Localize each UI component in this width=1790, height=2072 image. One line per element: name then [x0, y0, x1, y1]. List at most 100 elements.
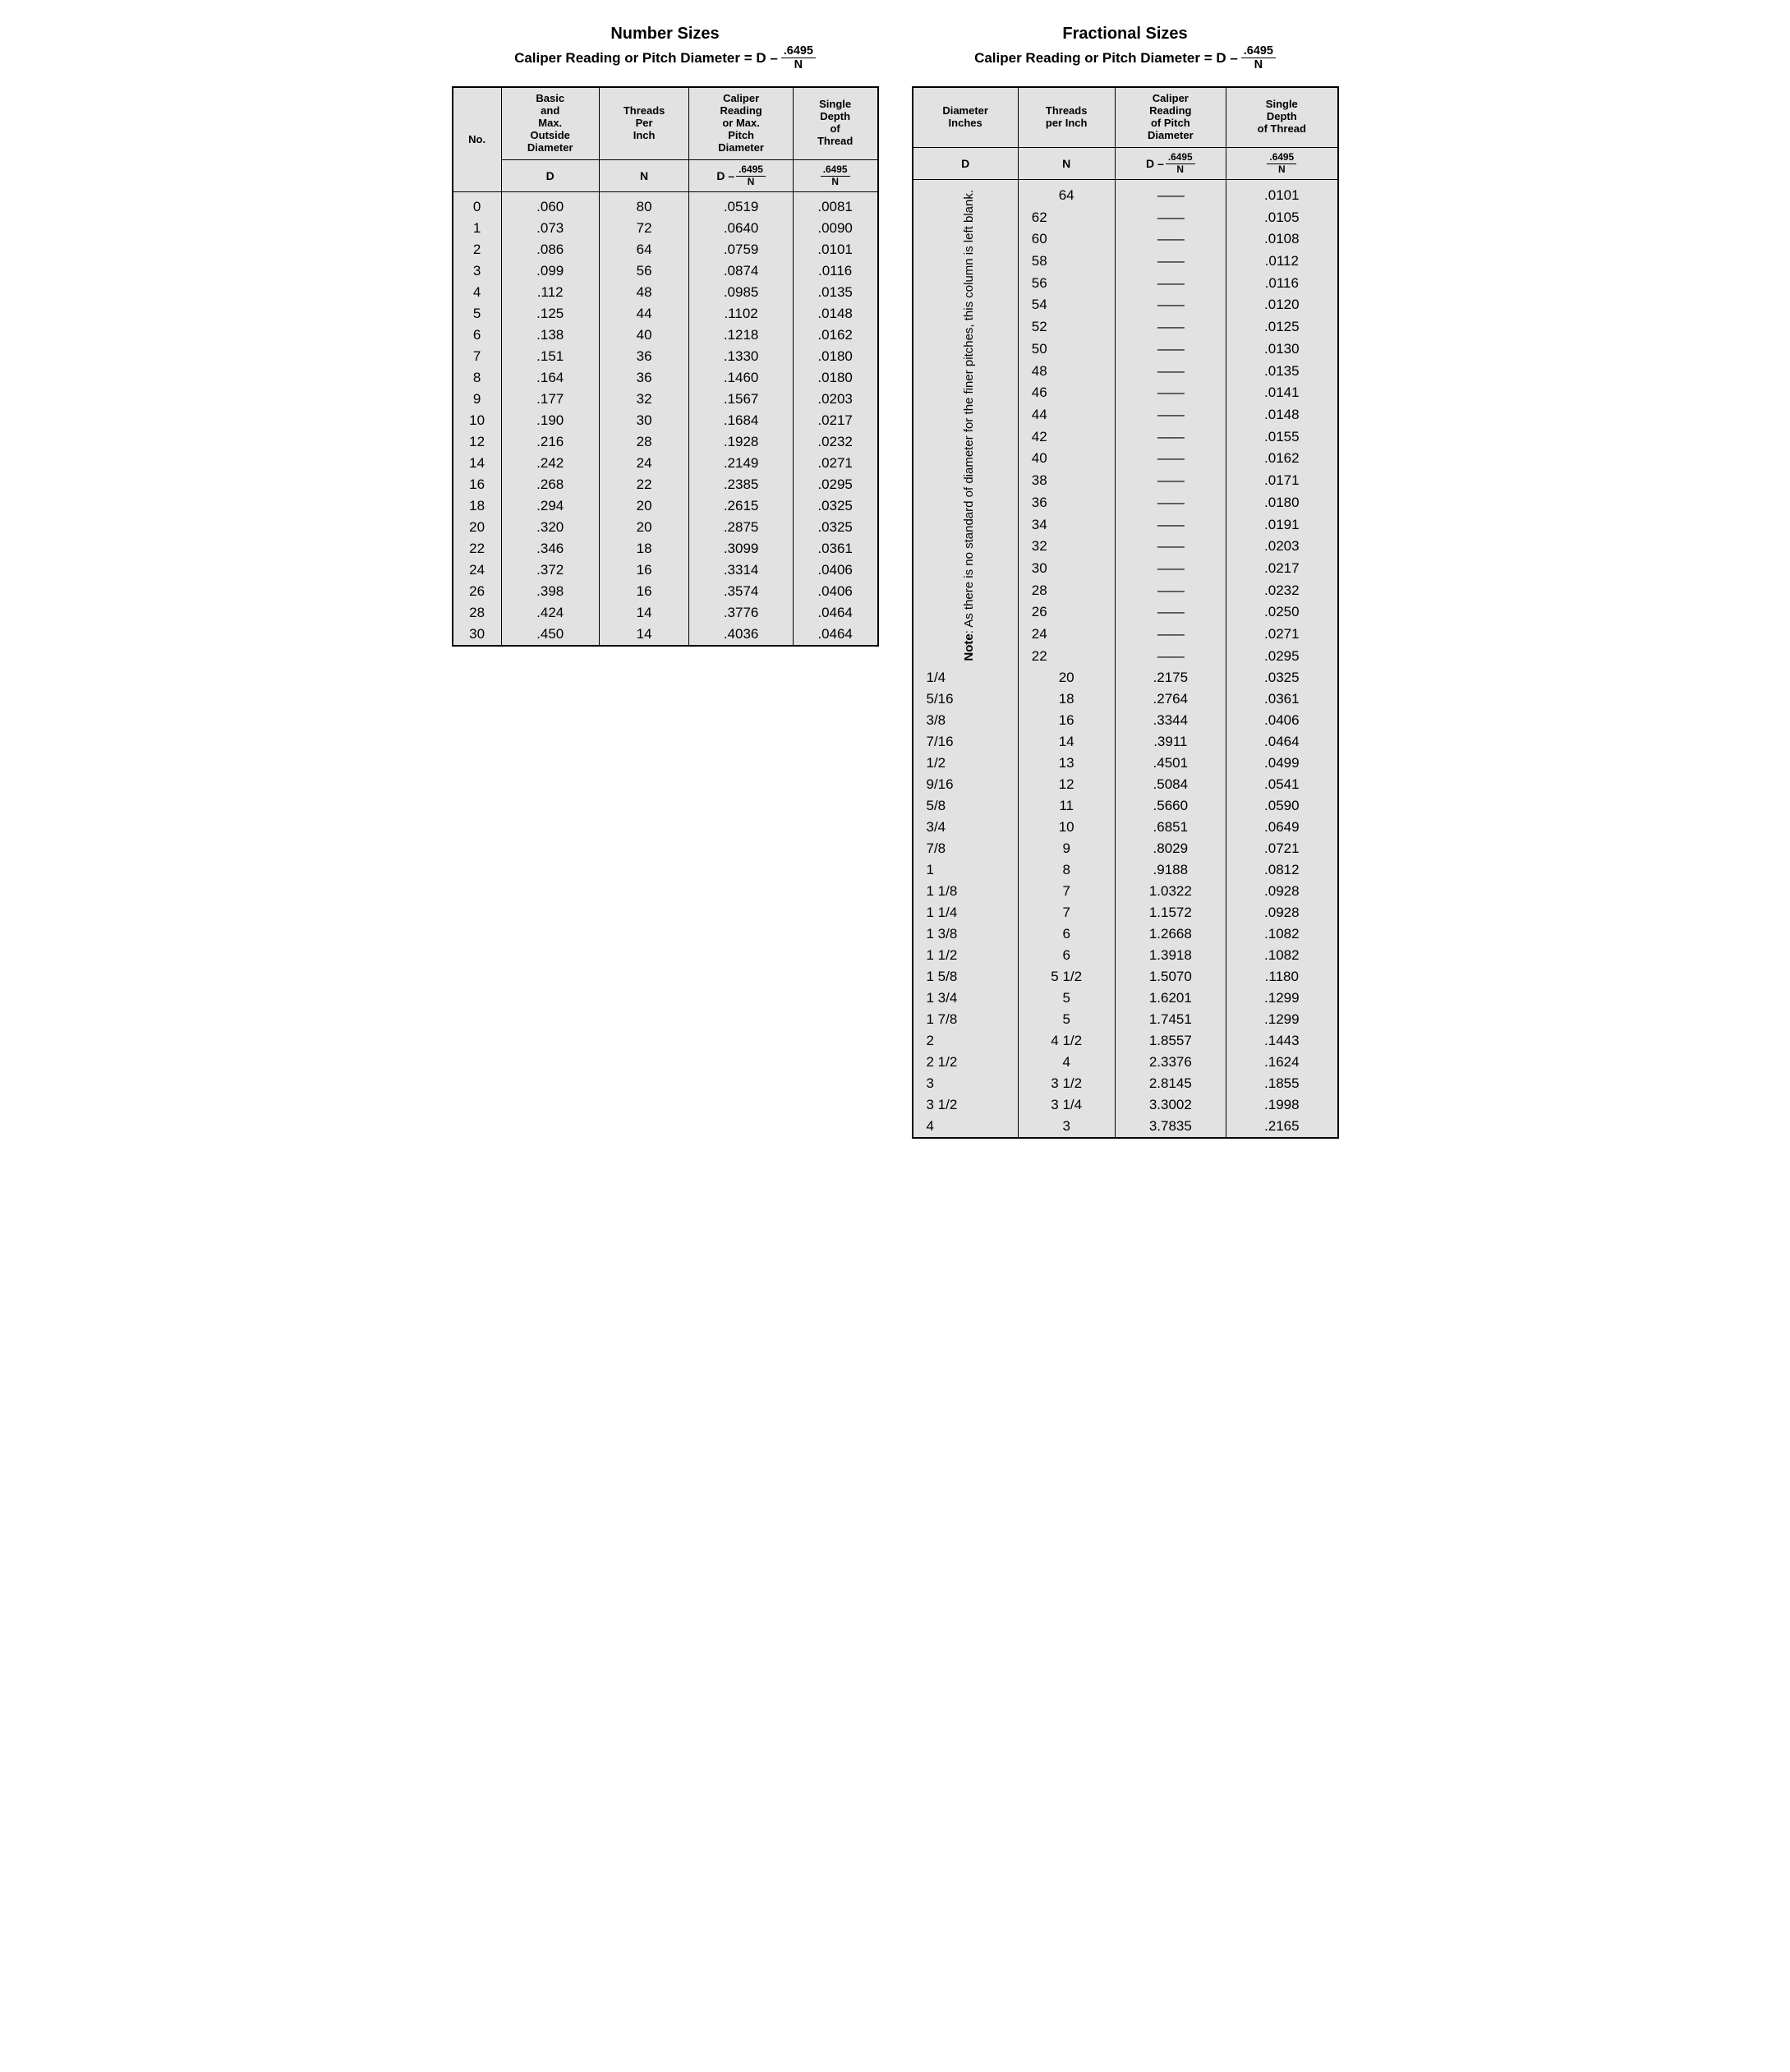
- table-row: 3 1/23 1/43.3002.1998: [913, 1094, 1338, 1116]
- cell: .1082: [1226, 923, 1338, 945]
- cell: 14: [1018, 731, 1115, 753]
- table-row: 5.12544.1102.0148: [453, 303, 878, 325]
- sub-n: N: [1018, 147, 1115, 180]
- cell: ——: [1115, 338, 1226, 361]
- table-row: 1 7/851.7451.1299: [913, 1009, 1338, 1030]
- table-row: 5/1618.2764.0361: [913, 688, 1338, 710]
- cell: .0464: [793, 624, 877, 646]
- cell: 2 1/2: [913, 1052, 1019, 1073]
- cell: 1 5/8: [913, 966, 1019, 988]
- cell: .0928: [1226, 902, 1338, 923]
- cell: .0759: [689, 239, 793, 260]
- cell: .1998: [1226, 1094, 1338, 1116]
- fractional-sizes-panel: Fractional Sizes Caliper Reading or Pitc…: [912, 25, 1339, 1139]
- cell: .0271: [1226, 624, 1338, 646]
- cell: .0203: [1226, 536, 1338, 558]
- cell: .0108: [1226, 228, 1338, 251]
- cell: .242: [501, 453, 599, 474]
- cell: .0519: [689, 192, 793, 219]
- cell: 7: [1018, 881, 1115, 902]
- cell: 46: [1018, 382, 1115, 404]
- cell: .0120: [1226, 294, 1338, 316]
- cell: 32: [1018, 536, 1115, 558]
- cell: .1330: [689, 346, 793, 367]
- cell: 22: [1018, 645, 1115, 667]
- cell: 20: [599, 495, 689, 517]
- cell: .1299: [1226, 1009, 1338, 1030]
- cell: .0406: [793, 559, 877, 581]
- cell: .0090: [793, 218, 877, 239]
- cell: .0141: [1226, 382, 1338, 404]
- table-row: 3/816.3344.0406: [913, 710, 1338, 731]
- cell: 1 1/8: [913, 881, 1019, 902]
- cell: 36: [599, 367, 689, 389]
- cell: 26: [1018, 601, 1115, 624]
- cell: ——: [1115, 558, 1226, 580]
- cell: 44: [1018, 404, 1115, 426]
- table-row: 24 1/21.8557.1443: [913, 1030, 1338, 1052]
- cell: 26: [453, 581, 502, 602]
- cell: .4501: [1115, 753, 1226, 774]
- cell: 14: [453, 453, 502, 474]
- cell: .346: [501, 538, 599, 559]
- formula-fraction: .6495 N: [781, 45, 816, 71]
- cell: 30: [1018, 558, 1115, 580]
- cell: .2165: [1226, 1116, 1338, 1138]
- table-row: 14.24224.2149.0271: [453, 453, 878, 474]
- cell: .112: [501, 282, 599, 303]
- cell: .294: [501, 495, 599, 517]
- cell: .0125: [1226, 316, 1338, 338]
- cell: ——: [1115, 228, 1226, 251]
- cell: .4036: [689, 624, 793, 646]
- table-row: 26.39816.3574.0406: [453, 581, 878, 602]
- cell: 16: [599, 559, 689, 581]
- cell: .1567: [689, 389, 793, 410]
- cell: 1: [453, 218, 502, 239]
- cell: .1624: [1226, 1052, 1338, 1073]
- sub-d: D: [913, 147, 1019, 180]
- cell: .0499: [1226, 753, 1338, 774]
- cell: 4: [1018, 1052, 1115, 1073]
- cell: .2385: [689, 474, 793, 495]
- cell: .0232: [793, 431, 877, 453]
- cell: .3776: [689, 602, 793, 624]
- cell: ——: [1115, 601, 1226, 624]
- cell: 36: [599, 346, 689, 367]
- col-threads-per-inch: Threadsper Inch: [1018, 87, 1115, 147]
- formula-prefix: Caliper Reading or Pitch Diameter = D –: [514, 50, 778, 67]
- cell: .216: [501, 431, 599, 453]
- cell: 4: [913, 1116, 1019, 1138]
- fractional-sizes-formula: Caliper Reading or Pitch Diameter = D – …: [912, 45, 1339, 71]
- cell: 1.1572: [1115, 902, 1226, 923]
- table-row: 28.42414.3776.0464: [453, 602, 878, 624]
- cell: .1928: [689, 431, 793, 453]
- table-row: 1/420.2175.0325: [913, 667, 1338, 688]
- col-single-depth: SingleDepthof Thread: [1226, 87, 1338, 147]
- cell: 3 1/2: [1018, 1073, 1115, 1094]
- cell: ——: [1115, 470, 1226, 492]
- cell: 56: [1018, 272, 1115, 294]
- cell: 28: [453, 602, 502, 624]
- table-row: 2 1/242.3376.1624: [913, 1052, 1338, 1073]
- cell: .0162: [1226, 448, 1338, 470]
- sub-formula-depth: .6495N: [793, 159, 877, 192]
- cell: 12: [1018, 774, 1115, 795]
- cell: 1.0322: [1115, 881, 1226, 902]
- cell: .0148: [793, 303, 877, 325]
- cell: 1.2668: [1115, 923, 1226, 945]
- formula-denominator: N: [1254, 58, 1263, 71]
- cell: .0191: [1226, 513, 1338, 536]
- cell: .3314: [689, 559, 793, 581]
- cell: 7/16: [913, 731, 1019, 753]
- cell: 9: [453, 389, 502, 410]
- sub-d: D: [501, 159, 599, 192]
- table-row: 3/410.6851.0649: [913, 817, 1338, 838]
- cell: .1299: [1226, 988, 1338, 1009]
- cell: ——: [1115, 491, 1226, 513]
- cell: 50: [1018, 338, 1115, 361]
- cell: 42: [1018, 426, 1115, 448]
- cell: 1 3/4: [913, 988, 1019, 1009]
- table-row: 12.21628.1928.0232: [453, 431, 878, 453]
- cell: 12: [453, 431, 502, 453]
- cell: .0217: [1226, 558, 1338, 580]
